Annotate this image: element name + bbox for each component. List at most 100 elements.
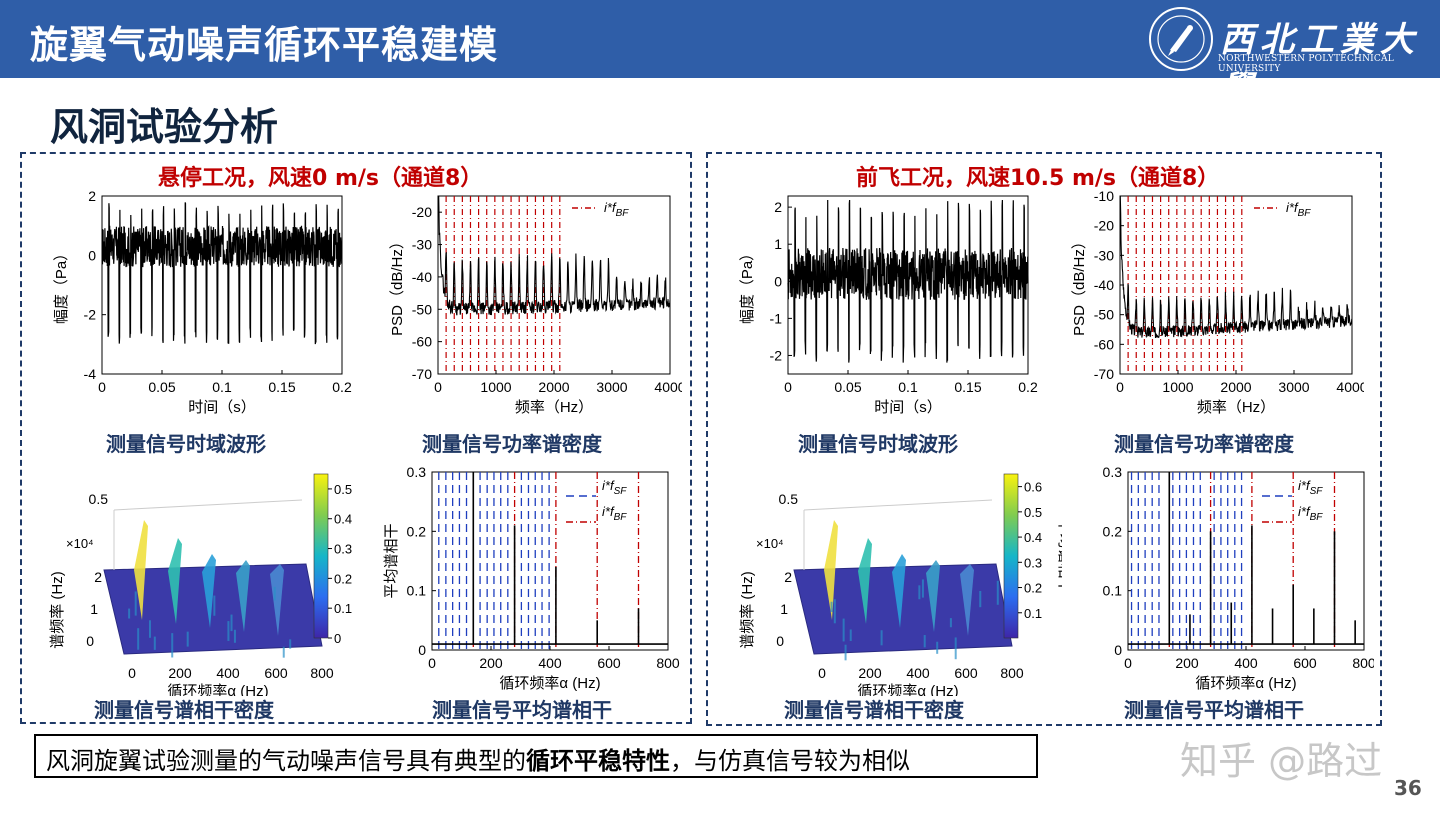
hover_psd-xtick-label: 4000 — [654, 379, 682, 395]
hover_scd-ylabel: 谱频率 (Hz) — [49, 571, 66, 649]
forward_time-ytick-label: 2 — [774, 199, 782, 215]
forward_scd-ridge-streak — [996, 580, 999, 605]
forward_scd-xlabel: 循环频率α (Hz) — [857, 683, 958, 696]
hover_scd-ridge — [202, 554, 216, 628]
forward_time-xtick-label: 0.1 — [898, 379, 918, 395]
hover_asc-xtick-label: 800 — [656, 655, 680, 671]
hover-caption-scd: 测量信号谱相干密度 — [94, 698, 274, 722]
forward_scd-colorbar-label: 0.1 — [1024, 606, 1042, 621]
hover_scd-ridge-streak — [227, 621, 230, 641]
hover_time-xtick-label: 0.05 — [148, 379, 175, 395]
hover_time-xlabel: 时间（s） — [188, 399, 256, 416]
forward_scd-xtick-label: 200 — [858, 665, 882, 681]
forward_scd-xtick-label: 800 — [1000, 665, 1024, 681]
hover_time-ylabel: 幅度（Pa） — [53, 246, 70, 324]
hover_scd-ridge-streak — [148, 620, 151, 638]
forward_scd-xtick-label: 0 — [818, 665, 826, 681]
conclusion-box: 风洞旋翼试验测量的气动噪声信号具有典型的循环平稳特性，与仿真信号较为相似 — [34, 734, 1038, 778]
hover-caption-psd: 测量信号功率谱密度 — [422, 432, 602, 456]
hover_scd-colorbar-label: 0.1 — [334, 601, 352, 616]
forward_asc-ytick-label: 0.3 — [1103, 464, 1123, 480]
hover_psd-xtick-label: 2000 — [538, 379, 569, 395]
hover_psd-legend-label: i*fBF — [604, 200, 629, 219]
forward_scd-surface — [793, 563, 1013, 655]
hover_time-ytick-label: 2 — [88, 188, 96, 204]
hover_asc-xtick-label: 0 — [428, 655, 436, 671]
hover_time-ytick-label: -4 — [84, 366, 97, 382]
hover_scd-ytick-label: 1 — [90, 601, 98, 617]
conclusion-text-after: ，与仿真信号较为相似 — [670, 747, 910, 775]
hover-time-waveform-chart: 0 0.05 0.1 0.15 0.2 -4 -2 0 2 时间（s） 幅度（Pa） — [53, 188, 352, 416]
forward_psd-ytick-label: -40 — [1094, 277, 1114, 293]
forward_psd-xtick-label: 3000 — [1278, 379, 1309, 395]
hover_scd-ztick-label: 0.5 — [89, 491, 109, 507]
forward_scd-xtick-label: 600 — [954, 665, 978, 681]
forward_scd-ridge-streak — [949, 618, 952, 628]
forward_psd-legend-label: i*fBF — [1286, 200, 1311, 219]
hover_scd-colorbar-label: 0.2 — [334, 571, 352, 586]
forward_scd-colorbar-label: 0.6 — [1024, 480, 1042, 495]
forward_time-xtick-label: 0.2 — [1018, 379, 1038, 395]
university-name-en: NORTHWESTERN POLYTECHNICAL UNIVERSITY — [1218, 54, 1394, 74]
forward_time-ytick-label: 1 — [774, 236, 782, 252]
forward_scd-ridge-streak — [923, 635, 926, 648]
hover_scd-colorbar — [313, 473, 329, 639]
forward_scd-ridge-streak — [833, 599, 836, 624]
forward_scd-ridge-streak — [979, 590, 982, 608]
forward_psd-xlabel: 频率（Hz） — [1197, 399, 1275, 416]
forward_scd-ytick-label: 1 — [780, 601, 788, 617]
hover_psd-ytick-label: -50 — [412, 301, 432, 317]
hover_scd-ridge-streak — [213, 595, 216, 616]
forward-panel: 前飞工况，风速10.5 m/s（通道8） 0 0.05 0.1 0.15 0.2 -2 -1… — [706, 152, 1382, 726]
forward-psd-chart: 0 1000 2000 3000 4000 -70 -60 -50 -40 -30 -20 -10 频率… — [1071, 188, 1364, 416]
forward-asc-chart: 0 200 400 600 800 0 0.1 0.2 0.3 循环频率α (Hz) i*fSF i*… — [1103, 464, 1374, 692]
hover_psd-ytick-label: -70 — [412, 366, 432, 382]
forward_scd-colorbar-label: 0.2 — [1024, 581, 1042, 596]
hover_psd-ytick-label: -30 — [412, 237, 432, 253]
hover_scd-ridge-streak — [233, 629, 236, 643]
header-bar: 旋翼气动噪声循环平稳建模 西北工業大學 NORTHWESTERN POLYTEC… — [0, 0, 1440, 109]
hover_scd-ridge-streak — [171, 633, 174, 658]
forward_time-ytick-label: -1 — [770, 310, 783, 326]
hover_scd-ytick-label: 2 — [94, 569, 102, 585]
conclusion-text-bold: 循环平稳特性 — [526, 747, 670, 775]
hover_psd-xtick-label: 0 — [434, 379, 442, 395]
hover_scd-xtick-label: 200 — [168, 665, 192, 681]
forward_scd-ytick-label: 0 — [776, 633, 784, 649]
forward_time-xtick-label: 0 — [784, 379, 792, 395]
section-subtitle: 风洞试验分析 — [50, 105, 279, 149]
forward_psd-xtick-label: 2000 — [1220, 379, 1251, 395]
forward_scd-colorbar-title: 平均谱相干 — [1056, 518, 1062, 593]
hover_scd-ridge — [270, 564, 284, 636]
forward_scd-ridge-streak — [842, 618, 845, 642]
forward_asc-ytick-label: 0 — [1114, 642, 1122, 658]
forward_scd-colorbar — [1003, 473, 1019, 639]
university-seal-icon — [1149, 7, 1213, 71]
forward-time-waveform-chart: 0 0.05 0.1 0.15 0.2 -2 -1 0 1 2 时间（s） 幅度（Pa） — [739, 195, 1038, 416]
forward_time-xtick-label: 0.15 — [954, 379, 981, 395]
hover_time-ytick-label: -2 — [84, 307, 97, 323]
hover_scd-ridge — [134, 520, 148, 620]
hover_scd-ridge-streak — [186, 631, 189, 647]
hover_scd-ridge-streak — [282, 646, 285, 658]
hover_scd-ridge-streak — [289, 639, 292, 649]
hover_asc-ylabel: 平均谱相干 — [383, 523, 400, 598]
hover_scd-xlabel: 循环频率α (Hz) — [167, 683, 268, 696]
hover_psd-ytick-label: -60 — [412, 334, 432, 350]
forward_psd-axes-frame — [1119, 195, 1353, 375]
hover_asc-legend-sf-label: i*fSF — [602, 478, 627, 497]
forward_scd-ridge — [858, 538, 872, 624]
forward_psd-xtick-label: 0 — [1116, 379, 1124, 395]
hover-panel-title: 悬停工况，风速0 m/s（通道8） — [158, 166, 483, 191]
hover_scd-ytick-label: 0 — [86, 633, 94, 649]
hover_asc-axes-frame — [431, 471, 669, 651]
forward_psd-ytick-label: -30 — [1094, 247, 1114, 263]
forward_scd-ridge — [926, 560, 940, 632]
page-number: 36 — [1394, 776, 1422, 800]
hover_time-xtick-label: 0 — [98, 379, 106, 395]
forward_asc-xtick-label: 400 — [1234, 655, 1258, 671]
hover_psd-xtick-label: 3000 — [596, 379, 627, 395]
hover-caption-asc: 测量信号平均谱相干 — [432, 698, 612, 722]
hover_scd-colorbar-label: 0.5 — [334, 482, 352, 497]
hover_scd-colorbar-label: 0 — [334, 631, 341, 646]
